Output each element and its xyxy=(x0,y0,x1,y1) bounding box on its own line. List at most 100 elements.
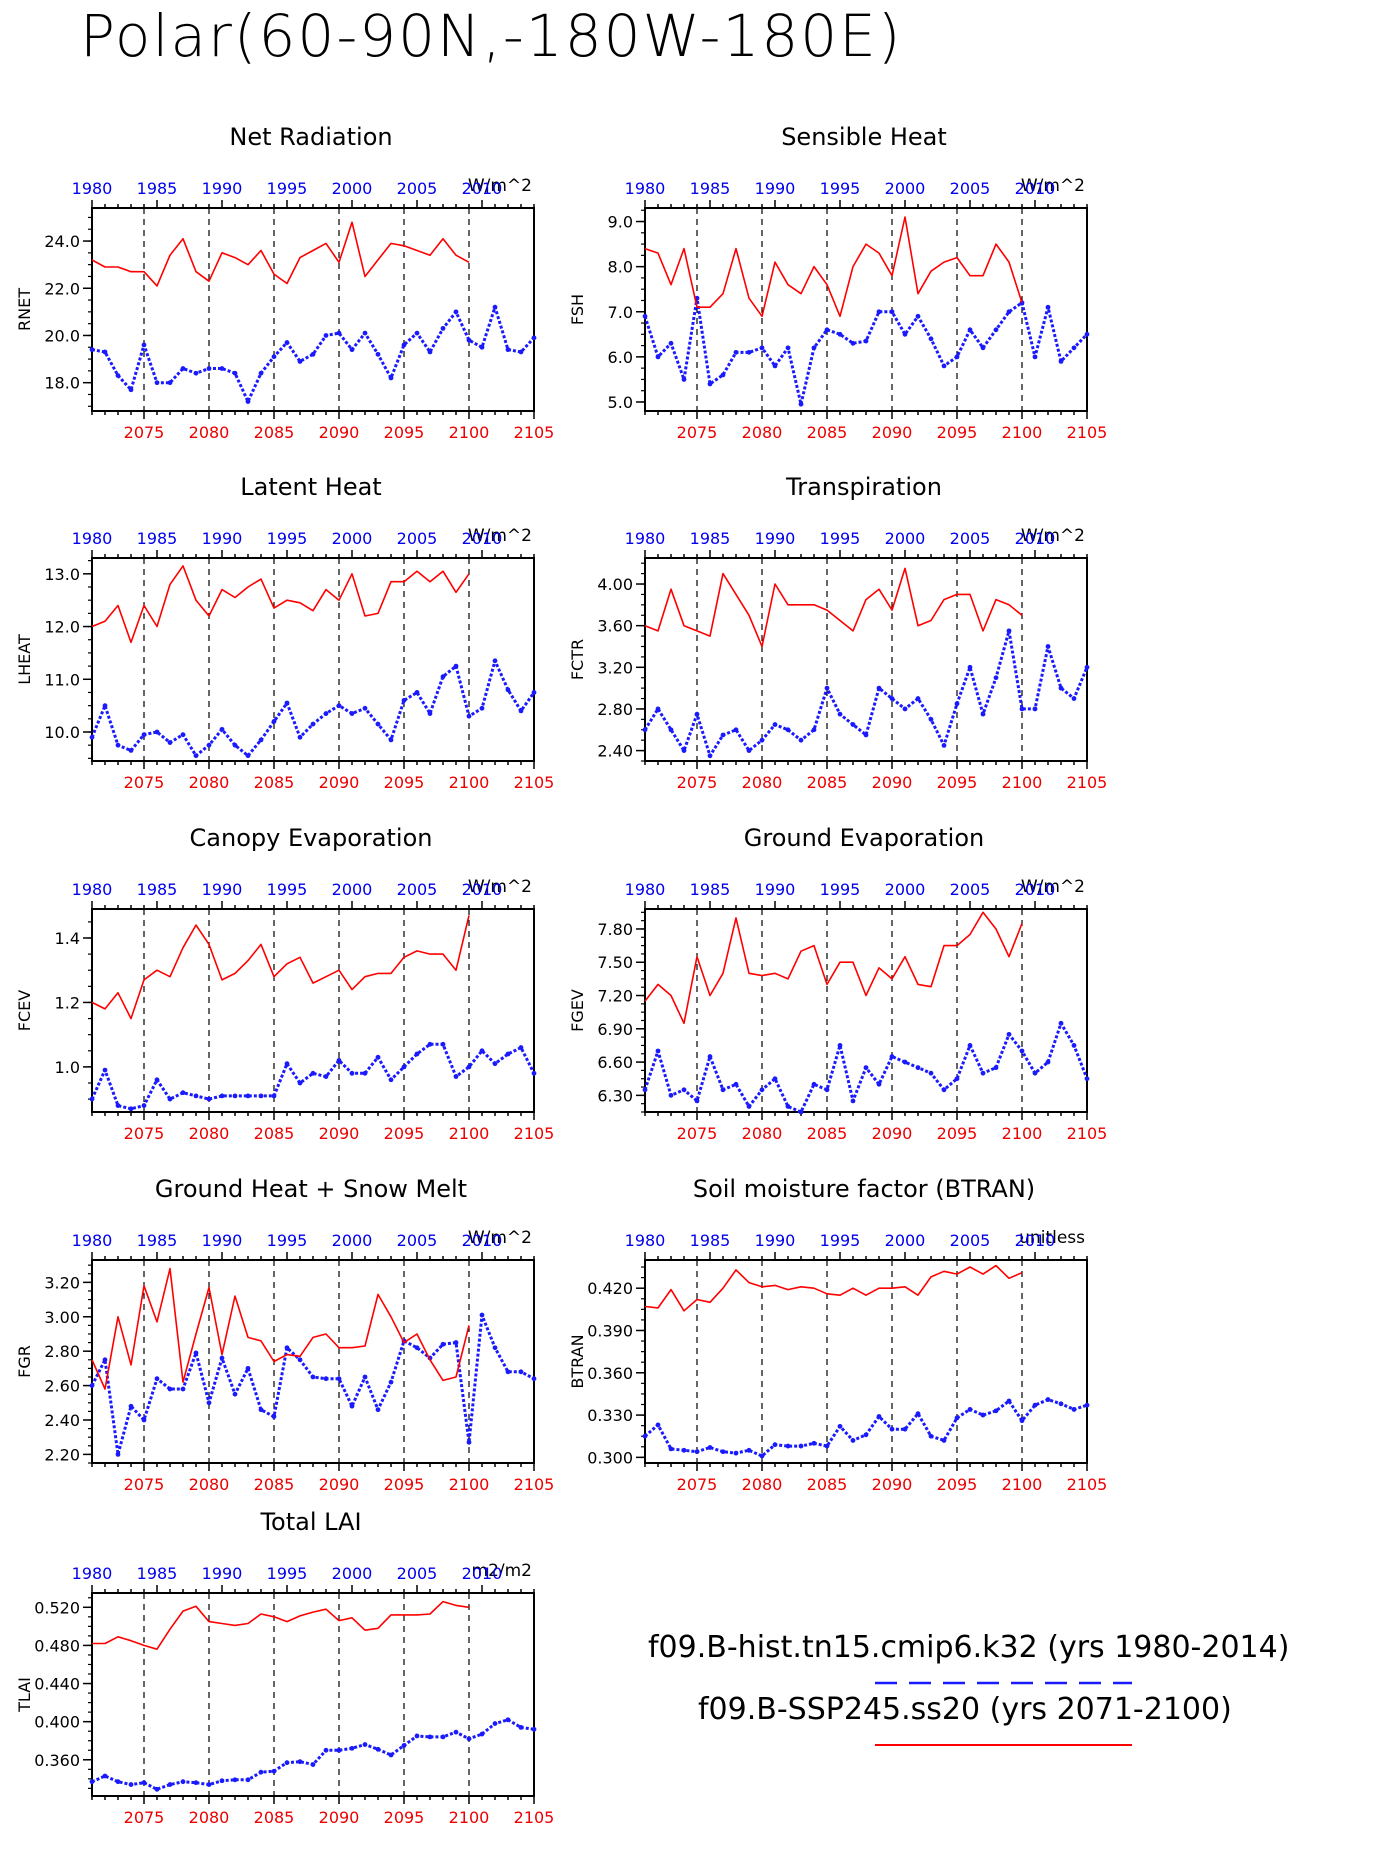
top-tick-label: 2010 xyxy=(1015,880,1056,899)
top-tick-label: 1985 xyxy=(690,529,731,548)
top-tick-label: 1980 xyxy=(625,179,666,198)
data-point-hist xyxy=(772,722,778,727)
data-point-hist xyxy=(967,1043,973,1048)
y-axis-label: FCTR xyxy=(568,639,587,680)
data-point-hist xyxy=(850,1438,856,1443)
data-point-hist xyxy=(531,1376,537,1382)
top-tick-label: 1995 xyxy=(820,179,861,198)
data-point-hist xyxy=(414,1051,420,1057)
data-point-hist xyxy=(349,711,355,716)
data-point-hist xyxy=(102,1773,108,1779)
unit-label: m2/m2 xyxy=(472,1561,532,1581)
data-point-hist xyxy=(89,1383,95,1388)
bottom-tick-label: 2075 xyxy=(677,1124,718,1143)
top-tick-label: 2000 xyxy=(332,529,373,548)
bottom-tick-label: 2080 xyxy=(742,1124,783,1143)
top-tick-label: 2005 xyxy=(950,179,991,198)
unit-label: W/m^2 xyxy=(468,176,532,196)
top-tick-label: 2000 xyxy=(332,179,373,198)
data-point-hist xyxy=(102,1067,108,1073)
data-point-hist xyxy=(1045,1059,1051,1065)
data-point-hist xyxy=(258,737,264,743)
data-point-hist xyxy=(759,1453,765,1459)
data-point-hist xyxy=(232,742,238,748)
y-tick-label: 11.0 xyxy=(44,670,80,689)
y-tick-label: 5.0 xyxy=(608,393,633,412)
data-point-hist xyxy=(206,1782,212,1787)
data-point-hist xyxy=(453,1729,459,1735)
data-point-hist xyxy=(681,748,687,753)
bottom-tick-label: 2080 xyxy=(189,423,230,442)
y-axis-label: BTRAN xyxy=(568,1334,587,1388)
data-point-hist xyxy=(980,711,986,717)
data-point-hist xyxy=(180,1090,186,1096)
data-point-hist xyxy=(141,342,147,348)
top-tick-label: 2010 xyxy=(1015,179,1056,198)
bottom-tick-label: 2100 xyxy=(449,1808,490,1827)
series-line-ssp xyxy=(644,911,1023,1025)
data-point-hist xyxy=(336,703,342,709)
data-point-hist xyxy=(453,309,459,315)
data-point-hist xyxy=(336,1747,342,1753)
data-point-hist xyxy=(206,1400,212,1406)
data-point-hist xyxy=(141,1780,147,1786)
bottom-tick-label: 2080 xyxy=(189,1475,230,1494)
data-point-hist xyxy=(245,399,251,404)
bottom-tick-label: 2085 xyxy=(807,1124,848,1143)
data-point-hist xyxy=(941,1438,947,1443)
unit-label: W/m^2 xyxy=(1021,176,1085,196)
data-point-hist xyxy=(1019,706,1025,712)
data-point-hist xyxy=(492,1721,498,1726)
y-axis-label: FCEV xyxy=(15,990,34,1031)
bottom-tick-label: 2085 xyxy=(254,1124,295,1143)
y-tick-label: 18.0 xyxy=(44,374,80,393)
data-point-hist xyxy=(206,366,212,371)
data-point-hist xyxy=(967,664,973,670)
data-point-hist xyxy=(980,345,986,351)
data-point-hist xyxy=(720,732,726,738)
data-point-hist xyxy=(180,366,186,371)
top-tick-label: 1995 xyxy=(267,1564,308,1583)
data-point-hist xyxy=(89,1096,95,1102)
data-point-hist xyxy=(115,373,121,378)
data-point-hist xyxy=(128,1782,134,1787)
top-tick-label: 2010 xyxy=(1015,529,1056,548)
top-tick-label: 2005 xyxy=(397,880,438,899)
top-tick-label: 2005 xyxy=(397,529,438,548)
data-point-hist xyxy=(323,711,329,716)
data-point-hist xyxy=(232,1093,238,1099)
data-point-hist xyxy=(479,344,485,350)
y-tick-label: 1.2 xyxy=(55,993,80,1012)
top-tick-label: 1980 xyxy=(72,529,113,548)
bottom-tick-label: 2100 xyxy=(1002,1475,1043,1494)
bottom-tick-label: 2080 xyxy=(189,773,230,792)
bottom-tick-label: 2105 xyxy=(1067,1475,1108,1494)
top-tick-label: 2005 xyxy=(950,1231,991,1250)
data-point-hist xyxy=(772,1076,778,1082)
data-point-hist xyxy=(297,359,303,364)
chart-panel-fsh: Sensible Heat W/m^2 1980 1985 1990 1995 2000 20… xyxy=(568,123,1107,442)
data-point-hist xyxy=(414,690,420,695)
data-point-hist xyxy=(837,1043,843,1048)
data-point-hist xyxy=(1006,1031,1012,1037)
data-point-hist xyxy=(1045,1397,1051,1402)
data-point-hist xyxy=(349,347,355,353)
data-point-hist xyxy=(297,1759,303,1765)
data-point-hist xyxy=(863,1432,869,1438)
top-tick-label: 1995 xyxy=(820,880,861,899)
y-tick-label: 0.360 xyxy=(587,1364,633,1383)
data-point-hist xyxy=(427,349,433,355)
data-point-hist xyxy=(772,1442,778,1448)
data-point-hist xyxy=(668,1092,674,1098)
bottom-tick-label: 2100 xyxy=(449,423,490,442)
y-tick-label: 6.90 xyxy=(597,1020,633,1039)
chart-panel-fctr: Transpiration W/m^2 1980 1985 1990 1995 2000 20… xyxy=(568,473,1107,792)
data-point-hist xyxy=(479,1731,485,1737)
data-point-hist xyxy=(1071,345,1077,351)
bottom-tick-label: 2100 xyxy=(449,1475,490,1494)
data-point-hist xyxy=(850,340,856,346)
data-point-hist xyxy=(889,309,895,315)
unit-label: unitless xyxy=(1019,1228,1085,1248)
data-point-hist xyxy=(154,380,160,386)
data-point-hist xyxy=(388,737,394,743)
